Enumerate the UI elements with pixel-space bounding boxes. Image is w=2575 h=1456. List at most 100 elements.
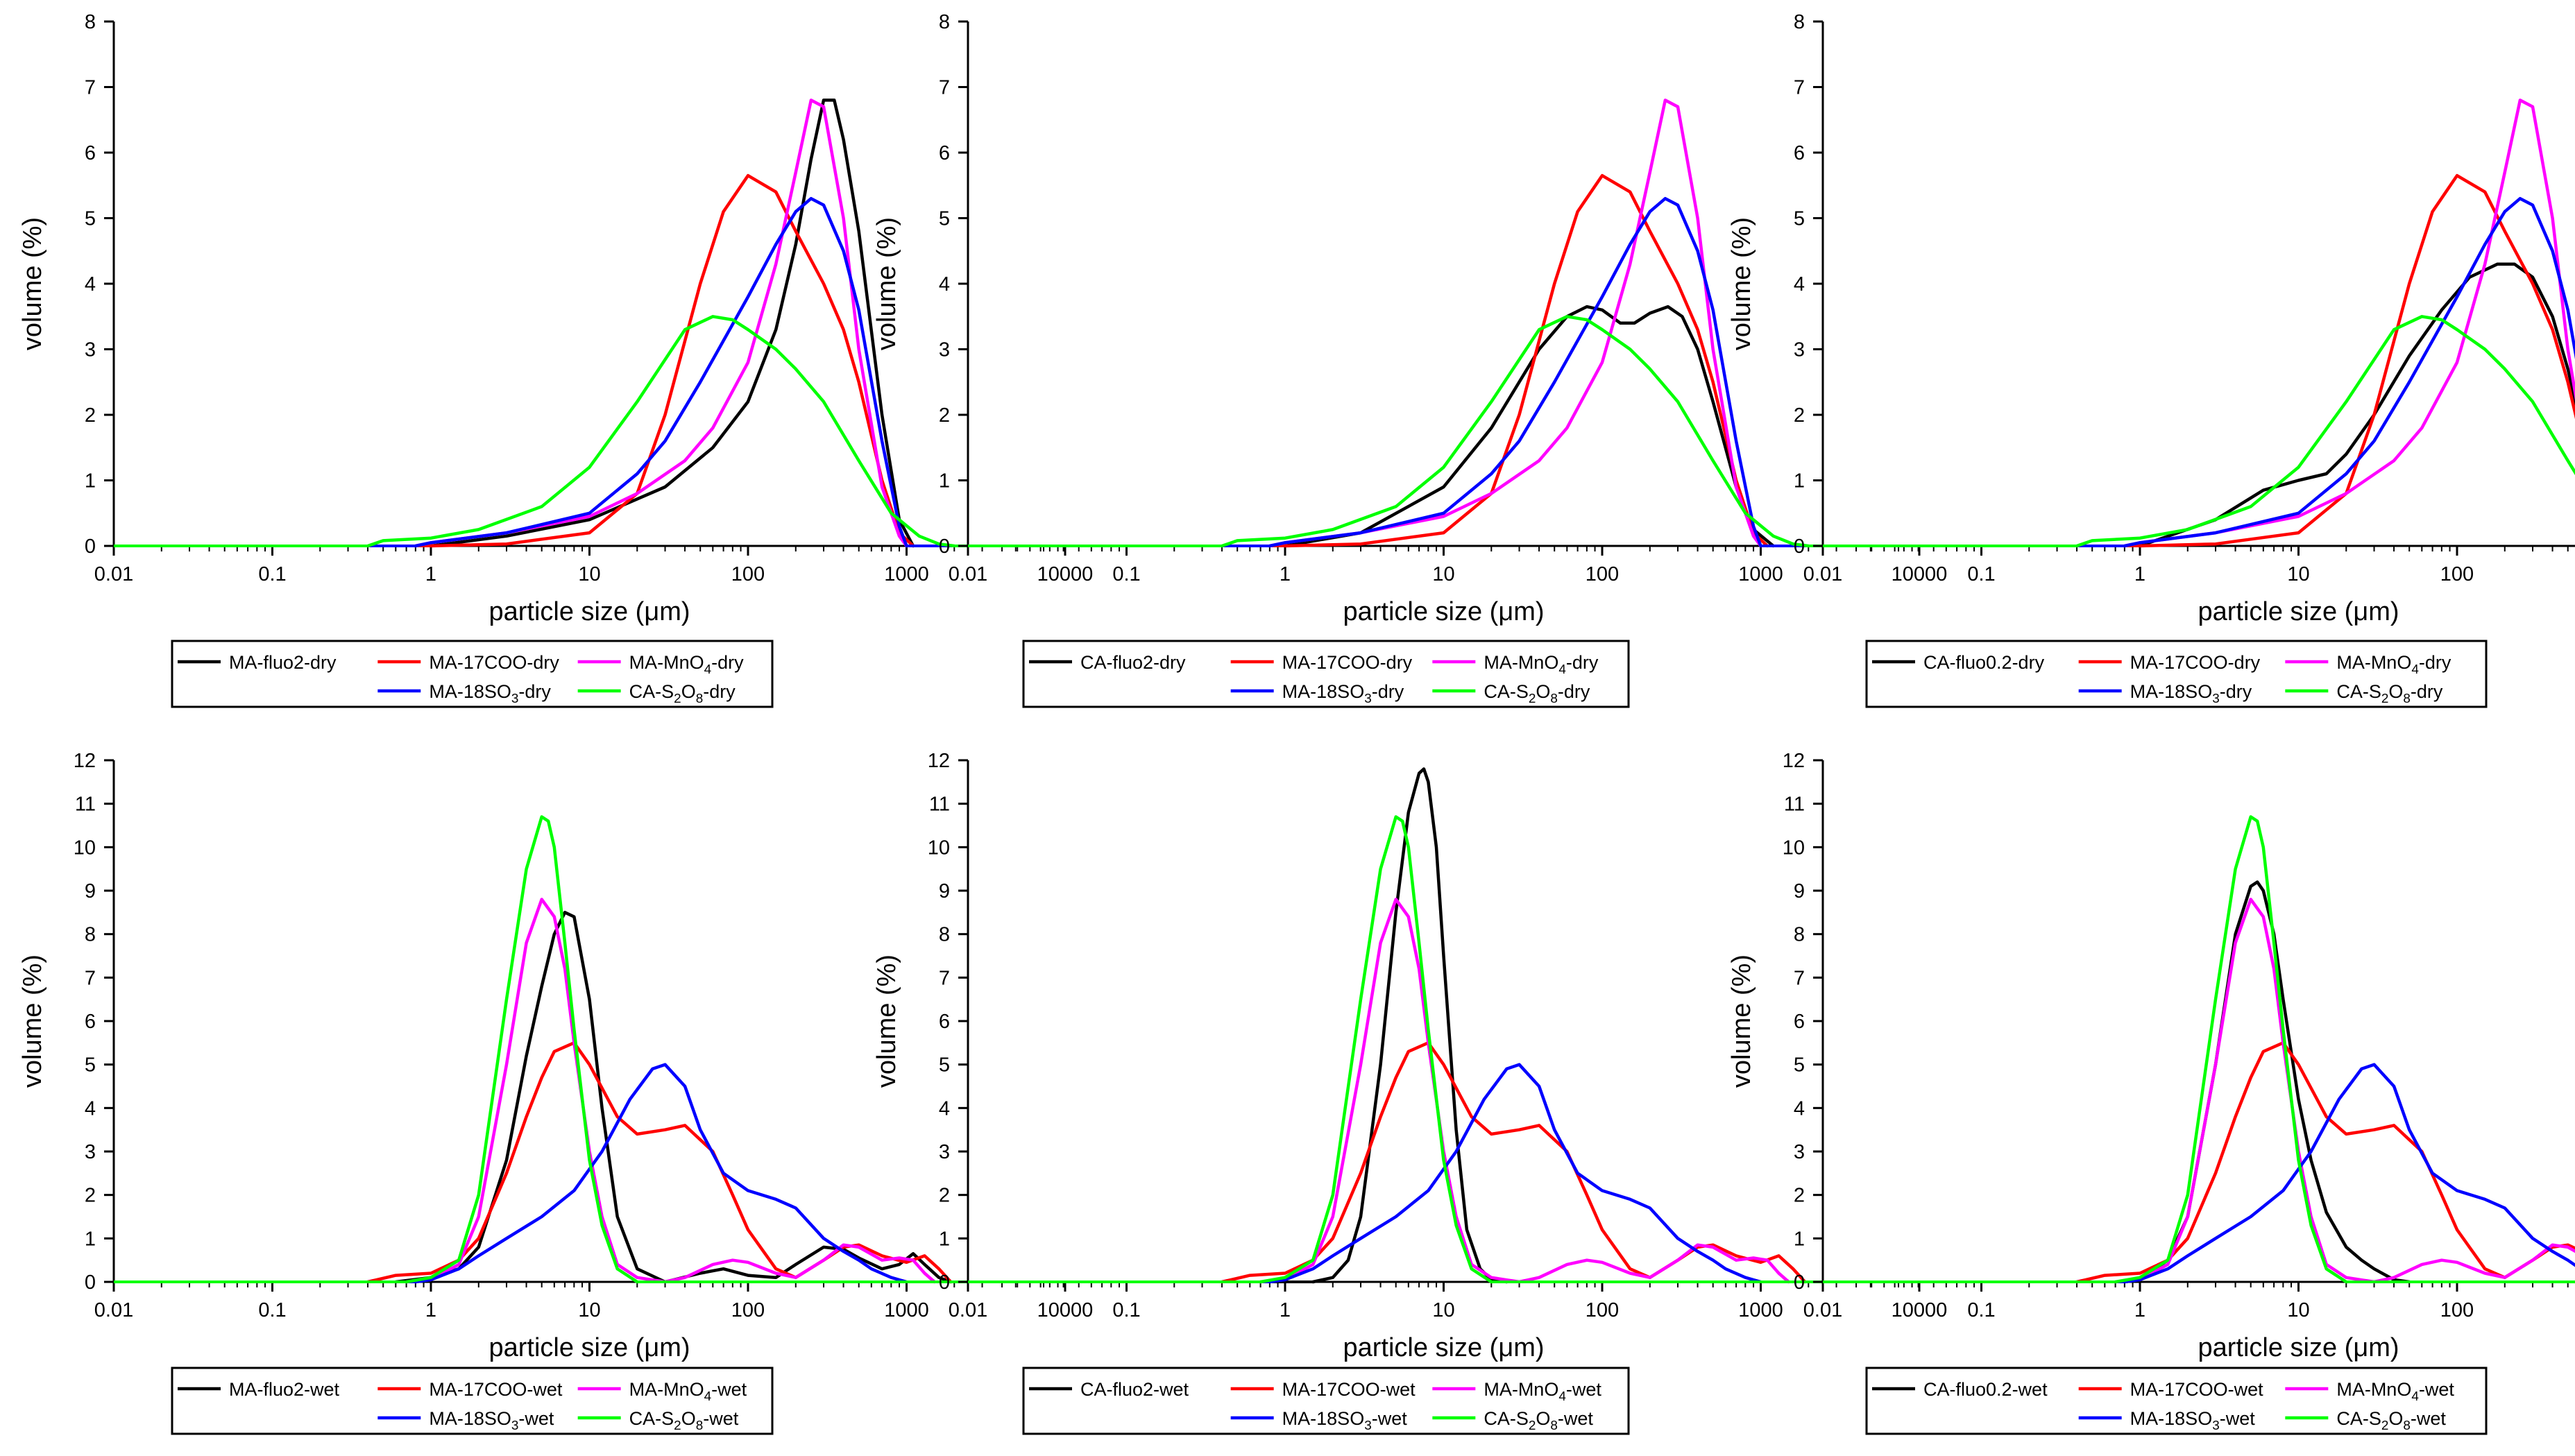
- y-tick-label: 3: [939, 339, 950, 361]
- y-tick-label: 1: [1794, 1228, 1805, 1250]
- series-line-4: [1220, 315, 1810, 548]
- legend-label: MA-17COO-dry: [1282, 652, 1413, 673]
- chart-dry-2: 0.01 0.1 1 10 100 1000 10000012345678particle …: [872, 11, 1948, 708]
- legend-label: MA-MnO4​-wet: [2336, 1379, 2454, 1404]
- y-tick-label: 6: [939, 1011, 950, 1033]
- legend-label: MA-18SO3​-dry: [429, 681, 551, 706]
- x-tick-label: 10000: [1037, 563, 1094, 585]
- x-tick-label: 10000: [1892, 1299, 1948, 1321]
- series-line-1: [2075, 1041, 2575, 1284]
- y-tick-label: 1: [939, 1228, 950, 1250]
- y-tick-label: 12: [1783, 750, 1805, 772]
- y-tick-label: 1: [85, 470, 96, 493]
- x-tick-label: 1: [1280, 563, 1291, 585]
- legend-label: MA-17COO-dry: [429, 652, 559, 673]
- legend-box: [1865, 1367, 2488, 1435]
- x-tick-label: 1000: [884, 1299, 929, 1321]
- y-tick-label: 5: [1794, 208, 1805, 230]
- legend: CA-fluo0.2-wet MA-17COO-wet MA-MnO4​-wet MA…: [1865, 1367, 2488, 1435]
- y-tick-label: 5: [939, 208, 950, 230]
- x-tick-label: 1: [425, 1299, 436, 1321]
- legend-label: CA-fluo2-wet: [1080, 1379, 1189, 1400]
- legend-label: MA-18SO3​-wet: [1282, 1408, 1408, 1433]
- y-tick-label: 3: [939, 1141, 950, 1163]
- legend-label: MA-17COO-wet: [2130, 1379, 2264, 1400]
- legend-box: [171, 640, 774, 708]
- series-line-0: [1283, 305, 1775, 548]
- y-axis-label: volume (%): [18, 954, 47, 1088]
- legend-box: [1865, 640, 2488, 708]
- x-tick-label: 100: [1586, 563, 1619, 585]
- x-tick-label: 1: [1280, 1299, 1291, 1321]
- x-tick-label: 10: [2287, 1299, 2309, 1321]
- series-line-3: [1268, 196, 1762, 548]
- y-tick-label: 10: [1783, 837, 1805, 859]
- x-tick-label: 10: [578, 1299, 600, 1321]
- legend-label: MA-18SO3​-wet: [2130, 1408, 2256, 1433]
- y-tick-label: 1: [939, 470, 950, 493]
- x-tick-label: 100: [2440, 1299, 2474, 1321]
- x-tick-label: 0.1: [1967, 563, 1995, 585]
- y-axis-label: volume (%): [18, 217, 47, 350]
- y-tick-label: 2: [1794, 404, 1805, 427]
- legend-label: CA-fluo0.2-wet: [1923, 1379, 2048, 1400]
- legend-box: [1022, 1367, 1630, 1435]
- x-tick-label: 10000: [1037, 1299, 1094, 1321]
- y-tick-label: 3: [1794, 1141, 1805, 1163]
- y-tick-label: 2: [1794, 1185, 1805, 1207]
- legend-label: MA-17COO-wet: [429, 1379, 563, 1400]
- y-axis-label: volume (%): [1727, 217, 1756, 350]
- series-line-3: [2123, 196, 2575, 548]
- x-tick-label: 10: [578, 563, 600, 585]
- legend-label: CA-S2​O8​-dry: [2336, 681, 2443, 706]
- series-line-2: [1268, 99, 1762, 548]
- x-tick-label: 1000: [884, 563, 929, 585]
- y-tick-label: 5: [85, 1054, 96, 1077]
- y-tick-label: 8: [939, 924, 950, 946]
- x-tick-label: 1: [2134, 563, 2145, 585]
- y-tick-label: 1: [1794, 470, 1805, 493]
- x-tick-label: 0.01: [949, 1299, 987, 1321]
- x-tick-label: 10: [2287, 563, 2309, 585]
- chart-wet-2: 0.01 0.1 1 10 100 1000 100000123456789101112pa…: [872, 750, 1948, 1435]
- series-line-4: [2114, 815, 2348, 1284]
- legend-label: CA-S2​O8​-wet: [2336, 1408, 2446, 1433]
- y-tick-label: 8: [85, 924, 96, 946]
- x-tick-label: 0.01: [94, 563, 133, 585]
- y-tick-label: 7: [85, 77, 96, 99]
- x-tick-label: 100: [731, 563, 765, 585]
- y-tick-label: 6: [85, 142, 96, 164]
- y-axis-label: volume (%): [1727, 954, 1756, 1088]
- series-line-0: [1311, 767, 1509, 1284]
- y-tick-label: 8: [1794, 924, 1805, 946]
- x-tick-label: 0.1: [1112, 563, 1140, 585]
- y-tick-label: 9: [1794, 880, 1805, 902]
- y-tick-label: 5: [85, 208, 96, 230]
- x-tick-label: 0.01: [1803, 1299, 1842, 1321]
- y-tick-label: 3: [85, 1141, 96, 1163]
- series-line-3: [2123, 1063, 2575, 1284]
- y-tick-label: 0: [85, 536, 96, 558]
- legend-label: MA-18SO3​-dry: [2130, 681, 2252, 706]
- y-tick-label: 0: [1794, 1271, 1805, 1294]
- y-tick-label: 2: [85, 404, 96, 427]
- x-tick-label: 0.1: [1112, 1299, 1140, 1321]
- y-tick-label: 0: [939, 536, 950, 558]
- legend-label: MA-fluo2-wet: [229, 1379, 340, 1400]
- y-tick-label: 8: [85, 11, 96, 33]
- chart-wet-3: 0.010.11101001000100000123456789101112pa…: [1727, 750, 2575, 1435]
- x-tick-label: 10000: [1892, 563, 1948, 585]
- x-tick-label: 0.1: [258, 1299, 286, 1321]
- legend-label: CA-S2​O8​-wet: [1484, 1408, 1593, 1433]
- y-tick-label: 2: [939, 404, 950, 427]
- y-tick-label: 11: [75, 794, 96, 816]
- y-tick-label: 4: [1794, 273, 1805, 296]
- x-axis-label: particle size (μm): [488, 597, 690, 626]
- y-tick-label: 3: [85, 339, 96, 361]
- legend-label: CA-S2​O8​-dry: [1484, 681, 1590, 706]
- legend-label: MA-MnO4​-dry: [2336, 652, 2451, 677]
- legend-label: MA-17COO-wet: [1282, 1379, 1416, 1400]
- y-tick-label: 11: [1784, 794, 1805, 816]
- legend: CA-fluo2-wet MA-17COO-wet MA-MnO4​-wet MA-1…: [1022, 1367, 1630, 1435]
